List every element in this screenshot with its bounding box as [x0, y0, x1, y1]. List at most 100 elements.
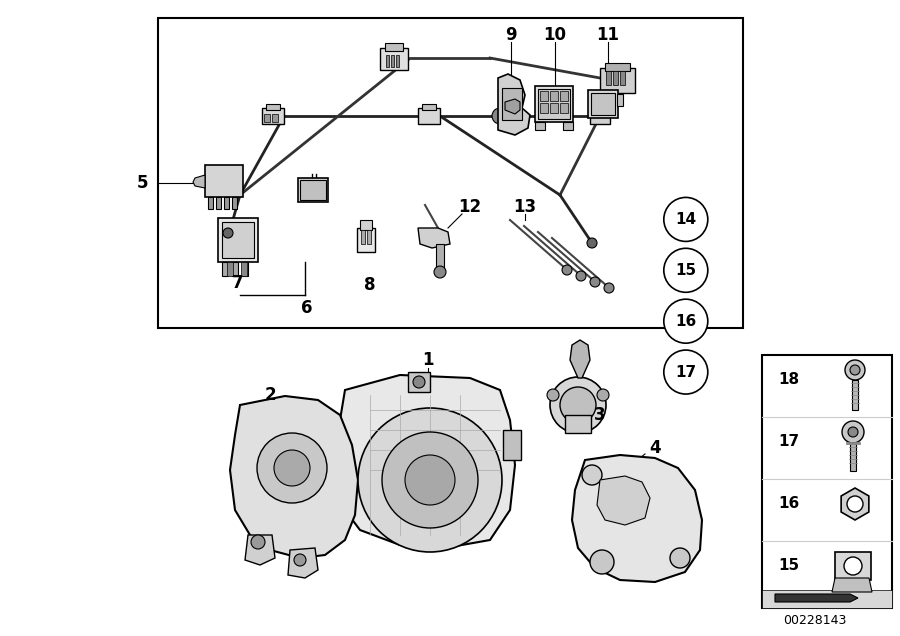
Circle shape: [590, 277, 600, 287]
Bar: [550, 103, 558, 113]
Bar: [540, 91, 548, 101]
Bar: [502, 88, 522, 120]
Text: 4: 4: [649, 439, 661, 457]
Circle shape: [294, 554, 306, 566]
Circle shape: [547, 389, 559, 401]
Bar: [605, 63, 630, 71]
Polygon shape: [193, 175, 205, 188]
Bar: [560, 103, 568, 113]
Circle shape: [842, 421, 864, 443]
Bar: [588, 90, 618, 118]
Bar: [224, 197, 229, 209]
Polygon shape: [338, 375, 515, 548]
Text: 5: 5: [137, 174, 148, 192]
Text: 16: 16: [778, 497, 799, 511]
Bar: [298, 178, 328, 202]
Text: 6: 6: [302, 299, 313, 317]
Bar: [205, 165, 243, 197]
Text: 17: 17: [675, 364, 697, 380]
Circle shape: [550, 377, 606, 433]
Circle shape: [848, 427, 858, 437]
Text: 14: 14: [675, 212, 697, 227]
Text: 3: 3: [594, 406, 606, 424]
Bar: [396, 55, 399, 67]
Bar: [762, 355, 892, 608]
Polygon shape: [842, 488, 868, 520]
Text: 18: 18: [778, 373, 799, 387]
Circle shape: [405, 455, 455, 505]
Bar: [222, 222, 254, 258]
Bar: [835, 552, 871, 580]
Text: 00228143: 00228143: [783, 614, 847, 626]
Bar: [436, 244, 444, 270]
Circle shape: [670, 548, 690, 568]
Polygon shape: [597, 476, 650, 525]
Text: 17: 17: [778, 434, 799, 450]
Bar: [418, 108, 440, 124]
Text: 1: 1: [422, 351, 434, 369]
Bar: [272, 114, 278, 122]
Text: 10: 10: [544, 26, 566, 44]
Circle shape: [845, 360, 865, 380]
Bar: [590, 108, 610, 124]
Polygon shape: [230, 396, 358, 558]
Polygon shape: [245, 535, 275, 565]
Bar: [361, 230, 365, 244]
Bar: [503, 430, 521, 460]
Circle shape: [664, 197, 707, 242]
Bar: [535, 86, 573, 122]
Text: 16: 16: [675, 314, 697, 329]
Circle shape: [223, 228, 233, 238]
Bar: [385, 43, 403, 51]
Circle shape: [251, 535, 265, 549]
Bar: [550, 91, 558, 101]
Bar: [386, 55, 389, 67]
Circle shape: [274, 450, 310, 486]
Text: 15: 15: [675, 263, 697, 278]
Polygon shape: [418, 228, 450, 248]
Text: 15: 15: [778, 558, 799, 574]
Bar: [208, 197, 213, 209]
Bar: [264, 114, 270, 122]
Bar: [357, 228, 375, 252]
Polygon shape: [288, 548, 318, 578]
Bar: [367, 230, 371, 244]
Text: 12: 12: [458, 198, 482, 216]
Circle shape: [850, 365, 860, 375]
Bar: [216, 197, 221, 209]
Circle shape: [434, 266, 446, 278]
Bar: [565, 415, 591, 433]
Circle shape: [597, 389, 609, 401]
Text: 13: 13: [513, 198, 536, 216]
Text: 8: 8: [364, 276, 376, 294]
Circle shape: [582, 465, 602, 485]
Bar: [360, 220, 372, 230]
Circle shape: [664, 350, 707, 394]
Bar: [560, 91, 568, 101]
Bar: [852, 380, 858, 410]
Bar: [613, 71, 618, 85]
Text: 11: 11: [597, 26, 619, 44]
Bar: [600, 68, 635, 93]
Circle shape: [844, 557, 862, 575]
Polygon shape: [498, 74, 530, 135]
Bar: [540, 103, 548, 113]
Circle shape: [664, 248, 707, 293]
Bar: [241, 262, 247, 276]
Bar: [408, 372, 430, 392]
Circle shape: [560, 387, 596, 423]
Bar: [535, 122, 545, 130]
Circle shape: [590, 550, 614, 574]
Circle shape: [664, 299, 707, 343]
Text: 9: 9: [505, 26, 517, 44]
Bar: [300, 180, 326, 200]
Bar: [617, 94, 623, 106]
Text: 2: 2: [265, 386, 275, 404]
Circle shape: [847, 496, 863, 512]
Bar: [850, 443, 856, 471]
Bar: [158, 18, 743, 328]
Circle shape: [413, 376, 425, 388]
Bar: [422, 104, 436, 110]
Circle shape: [492, 108, 508, 124]
Bar: [563, 122, 573, 130]
